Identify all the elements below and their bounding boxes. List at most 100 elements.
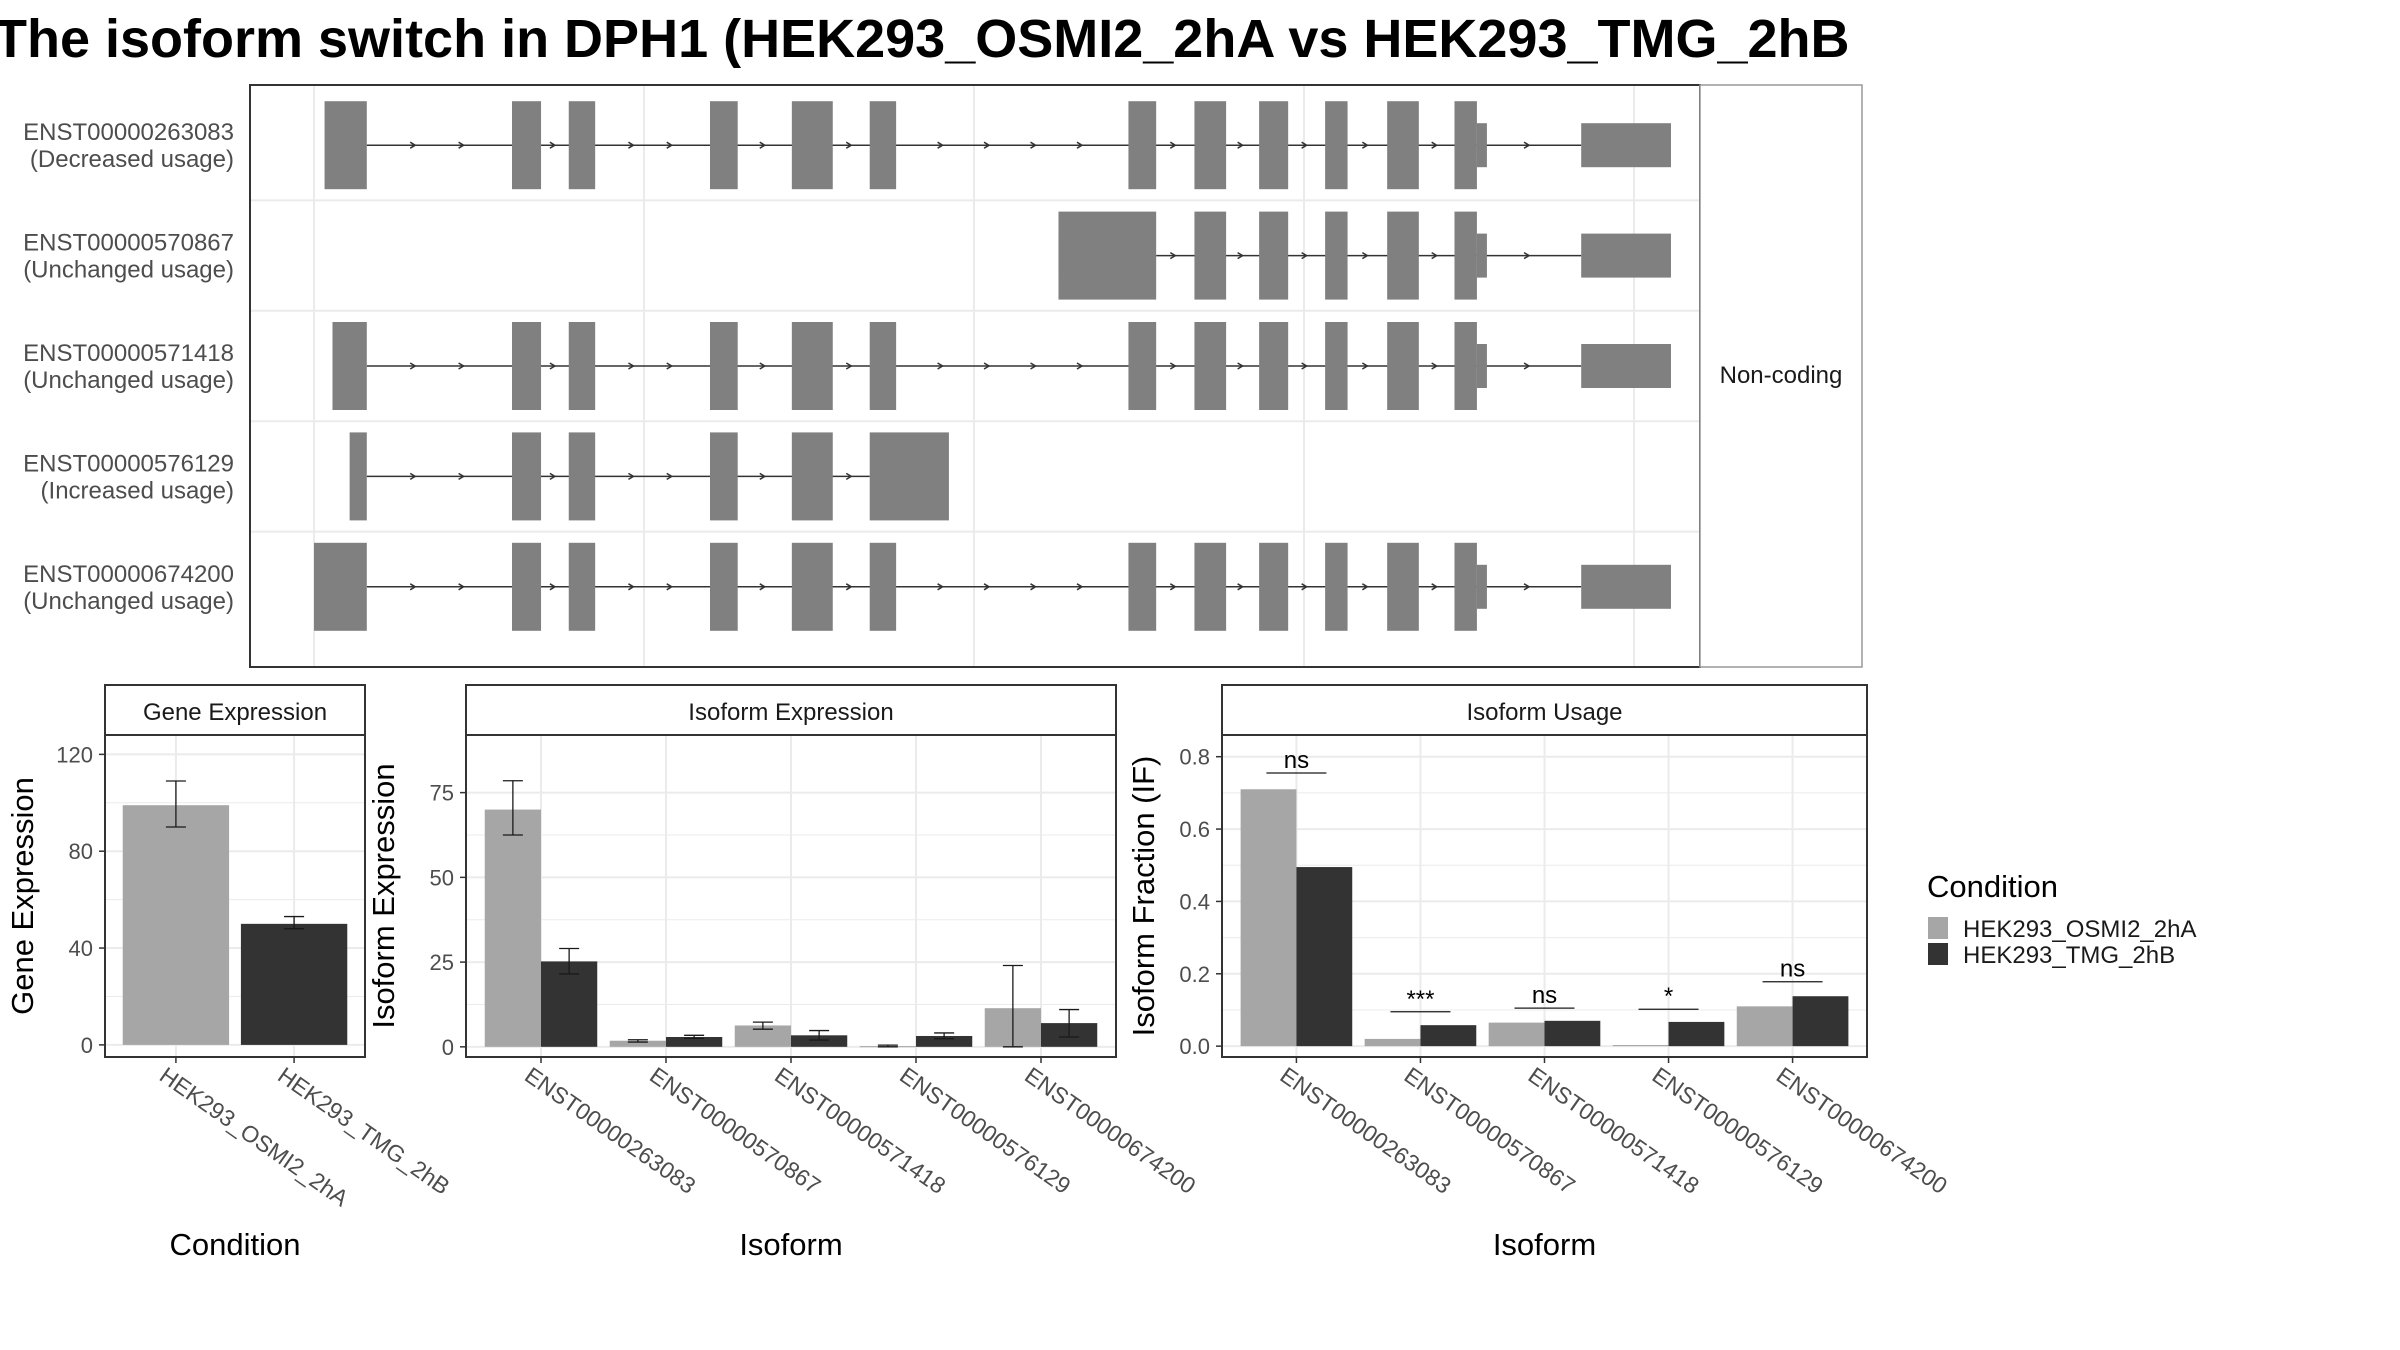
y-tick-label: 0.2 <box>1179 962 1210 987</box>
legend-title: Condition <box>1927 869 2058 904</box>
intron-arrow <box>458 141 466 149</box>
bar-isoform-usage-cond1 <box>1488 1022 1545 1047</box>
y-tick-label: 25 <box>430 950 454 975</box>
intron-arrow <box>409 472 417 481</box>
exon-block <box>1259 211 1289 300</box>
intron-arrow <box>628 362 635 370</box>
intron-arrow <box>937 583 945 591</box>
y-tick-label: 0 <box>442 1035 454 1060</box>
exon-block <box>512 432 542 521</box>
legend-label-cond2: HEK293_TMG_2hB <box>1963 942 2175 969</box>
exon-block <box>568 322 596 410</box>
exon-block <box>1128 542 1157 631</box>
exon-block <box>1325 211 1348 300</box>
exon-block <box>1454 542 1477 631</box>
intron-arrow <box>1523 141 1531 149</box>
isoform-row-id: ENST00000576129 <box>23 450 234 477</box>
isoform-row-usage: (Unchanged usage) <box>23 257 234 284</box>
intron-arrow <box>1523 251 1531 260</box>
exon-block <box>1194 101 1227 190</box>
exon-utr <box>1476 233 1487 278</box>
intron-arrow <box>1431 583 1439 591</box>
intron-arrow <box>1301 362 1309 370</box>
bar-isoform-expression-cond1 <box>484 809 541 1047</box>
bar-isoform-usage-cond2 <box>1544 1020 1601 1047</box>
intron-arrow <box>1361 141 1369 149</box>
exon-block <box>710 542 738 631</box>
intron-arrow <box>845 141 853 149</box>
intron-arrow <box>1361 583 1369 591</box>
intron-arrow <box>666 141 674 149</box>
y-tick-label: 120 <box>56 742 93 767</box>
significance-label: *** <box>1406 986 1434 1013</box>
exon-block <box>791 542 833 631</box>
intron-arrow <box>845 583 853 591</box>
y-tick-label: 75 <box>430 781 454 806</box>
intron-arrow <box>549 362 557 370</box>
intron-arrow <box>409 362 417 370</box>
intron-arrow <box>845 362 853 370</box>
isoform-expression-y-axis-title: Isoform Expression <box>366 763 401 1028</box>
significance-label: ns <box>1780 956 1805 983</box>
exon-utr <box>1058 233 1134 278</box>
significance-label: ns <box>1532 982 1557 1009</box>
gene-expression-x-axis-title: Condition <box>170 1227 301 1262</box>
y-tick-label: 0.4 <box>1179 889 1210 914</box>
intron-arrow <box>759 583 767 591</box>
y-tick-label: 0.0 <box>1179 1034 1210 1059</box>
exon-block <box>869 101 897 190</box>
bar-isoform-expression-cond2 <box>916 1035 973 1047</box>
isoform-row-usage: (Unchanged usage) <box>23 367 234 394</box>
intron-arrow <box>759 141 767 149</box>
intron-arrow <box>666 362 674 370</box>
isoform-row-usage: (Unchanged usage) <box>23 588 234 615</box>
intron-arrow <box>983 362 991 370</box>
bar-isoform-usage-cond1 <box>1240 789 1297 1047</box>
exon-block <box>791 322 833 410</box>
isoform-expression-panel: Isoform Expression0255075ENST00000263083… <box>366 684 1201 1262</box>
intron-arrow <box>1237 583 1245 591</box>
intron-arrow <box>1169 141 1177 149</box>
exon-block <box>1387 322 1419 410</box>
exon-block <box>1454 322 1477 410</box>
bar-gene-expression-cond2 <box>240 923 348 1045</box>
exon-block <box>1194 542 1227 631</box>
bar-isoform-expression-cond2 <box>541 961 598 1047</box>
intron-arrow <box>937 141 945 149</box>
gene-expression-strip-title: Gene Expression <box>143 699 327 726</box>
exon-block <box>568 101 596 190</box>
intron-arrow <box>983 583 991 591</box>
exon-block <box>1325 322 1348 410</box>
bar-isoform-expression-cond1 <box>609 1040 666 1047</box>
intron-arrow <box>628 141 635 149</box>
exon-block <box>1581 123 1671 168</box>
x-tick-label: HEK293_OSMI2_2hA <box>155 1062 354 1212</box>
intron-arrow <box>1301 141 1309 149</box>
significance-label: * <box>1664 983 1673 1010</box>
intron-arrow <box>1301 251 1309 260</box>
intron-arrow <box>549 583 557 591</box>
intron-arrow <box>458 362 466 370</box>
exon-block <box>1259 542 1289 631</box>
y-tick-label: 80 <box>69 839 93 864</box>
intron-arrow <box>1030 141 1037 149</box>
exon-block <box>512 101 542 190</box>
intron-arrow <box>549 141 557 149</box>
intron-arrow <box>845 472 853 481</box>
isoform-row-id: ENST00000674200 <box>23 561 234 588</box>
significance-label: ns <box>1284 747 1309 774</box>
intron-arrow <box>666 472 674 481</box>
exon-block <box>710 322 738 410</box>
exon-block <box>1581 233 1671 278</box>
exon-block <box>568 432 596 521</box>
bar-isoform-usage-cond1 <box>1364 1038 1421 1047</box>
intron-arrow <box>458 472 466 481</box>
exon-block <box>1259 322 1289 410</box>
exon-block <box>1454 101 1477 190</box>
isoform-row-id: ENST00000570867 <box>23 230 234 257</box>
intron-arrow <box>1237 141 1245 149</box>
intron-arrow <box>1361 251 1369 260</box>
exon-block <box>1128 322 1157 410</box>
bar-isoform-usage-cond1 <box>1612 1045 1669 1047</box>
